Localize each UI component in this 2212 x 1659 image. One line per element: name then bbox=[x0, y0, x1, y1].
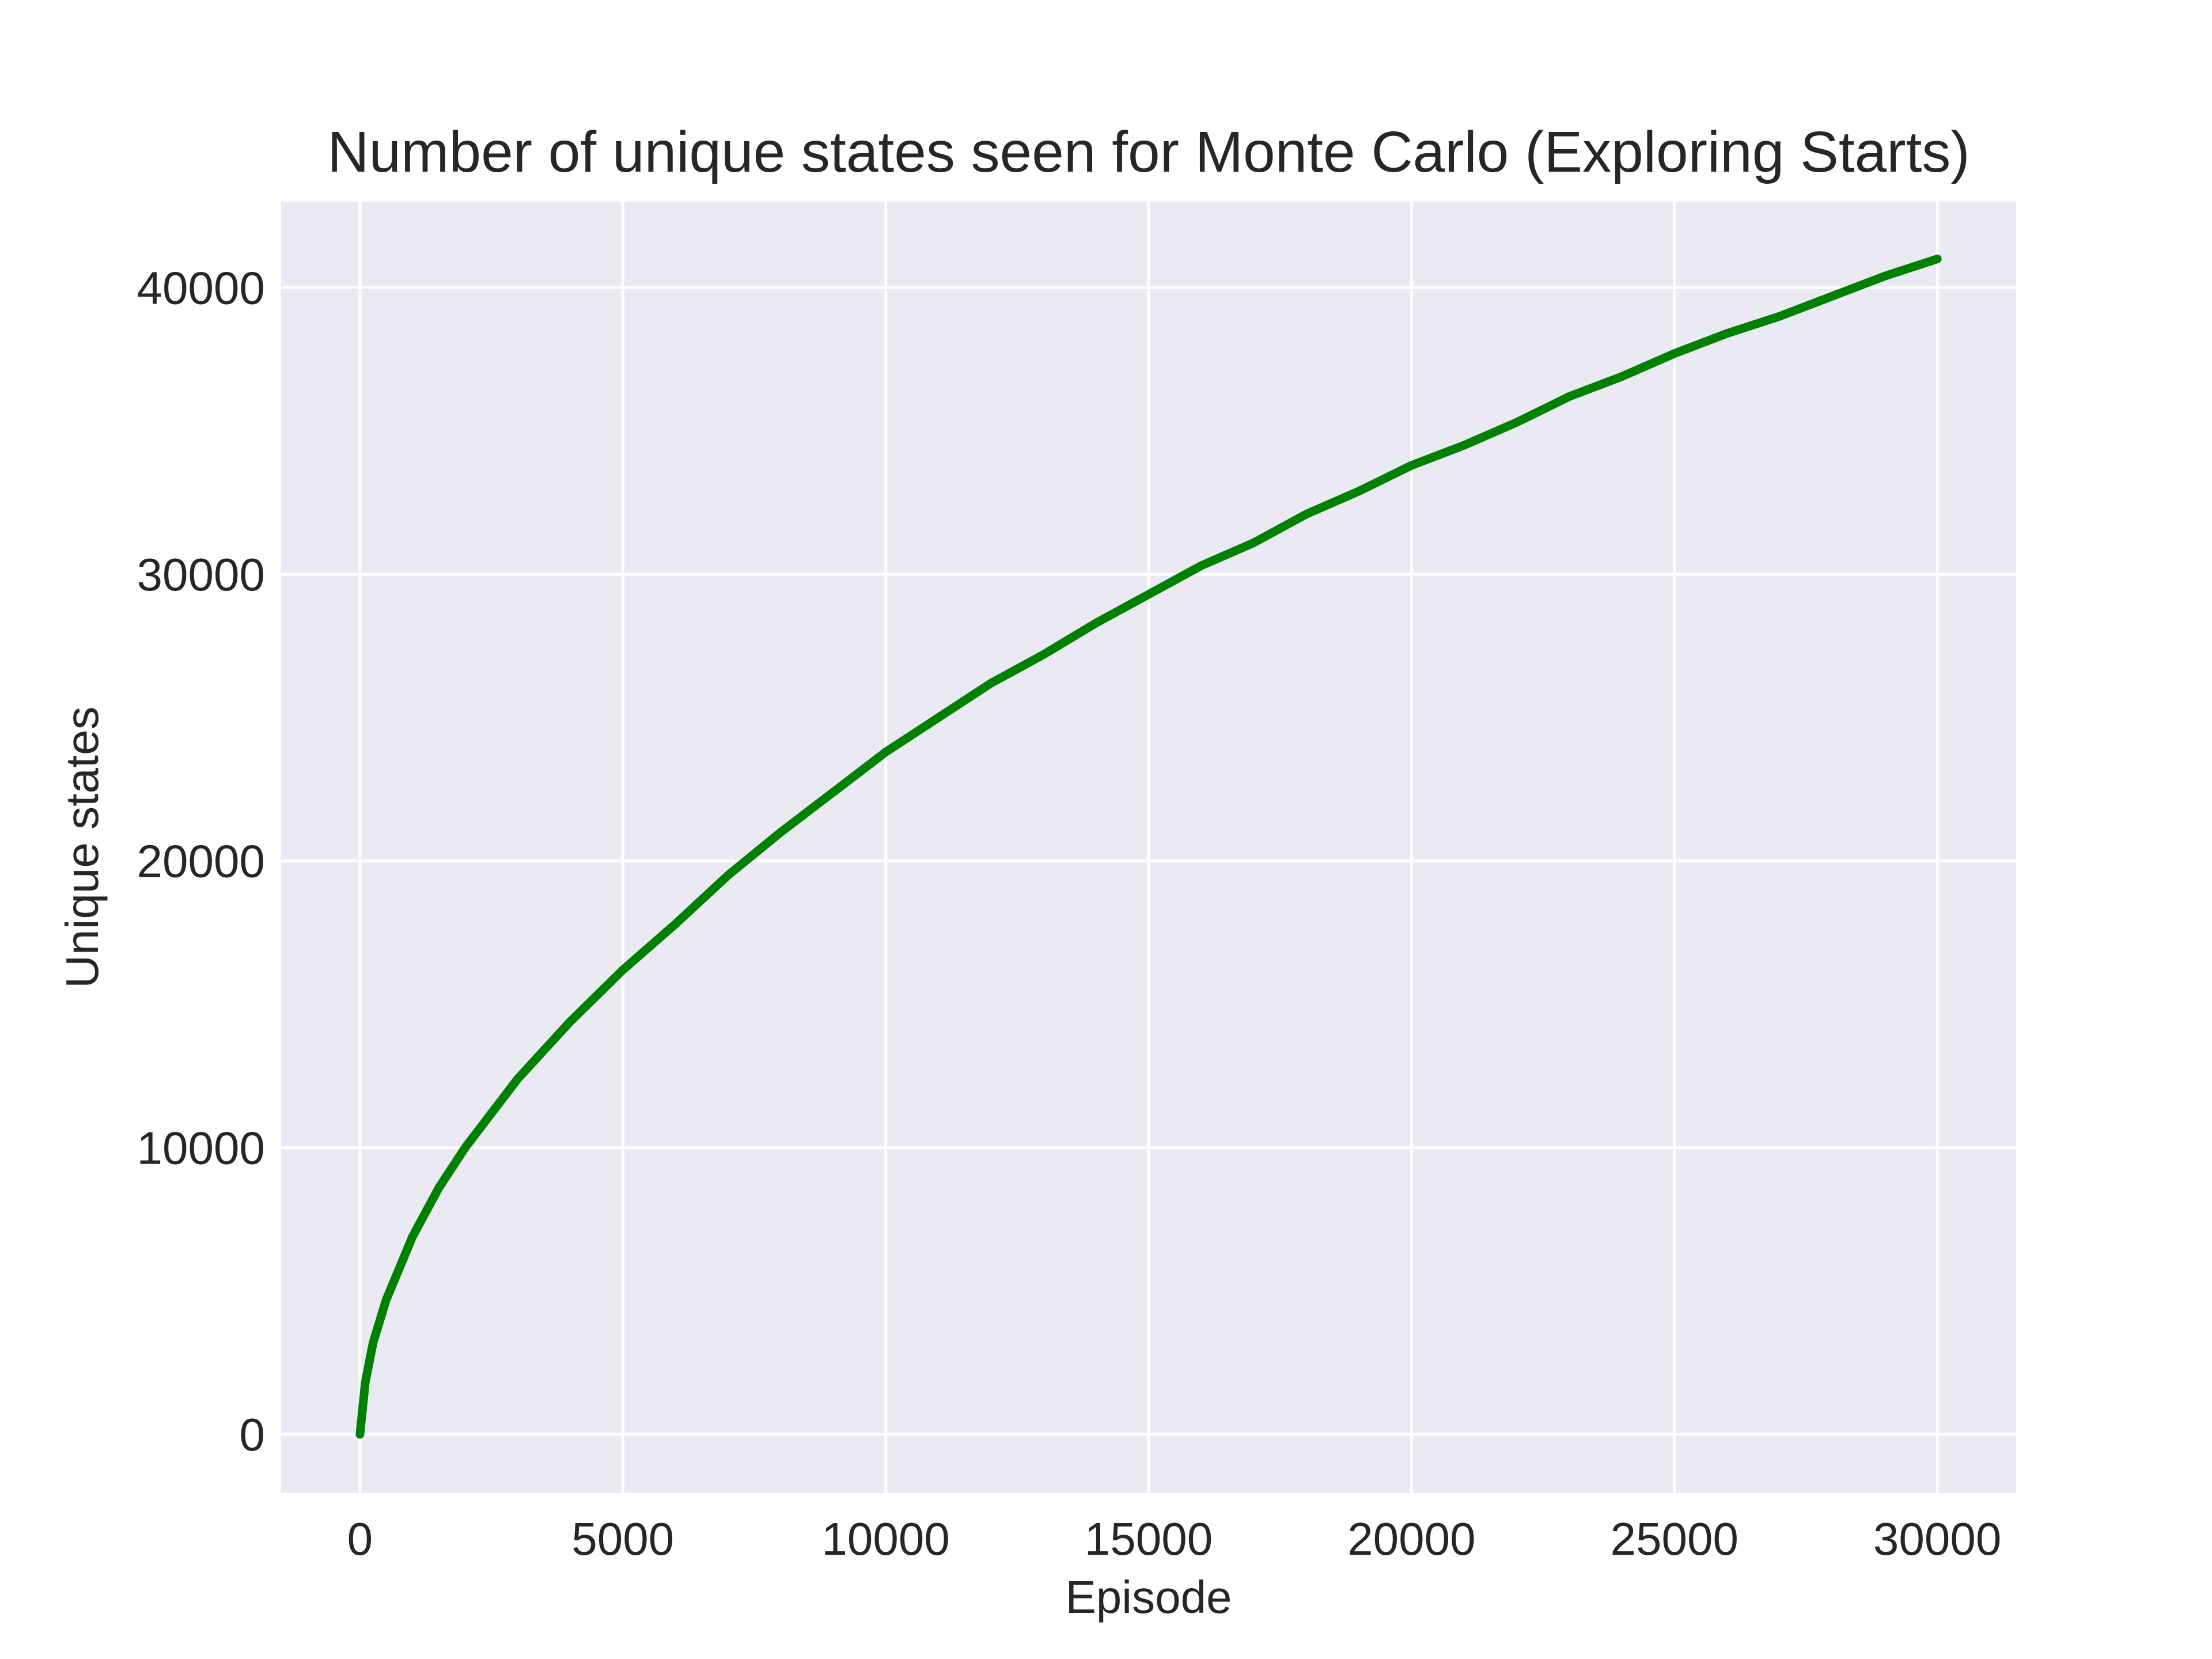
x-tick-label: 30000 bbox=[1873, 1513, 2001, 1565]
y-gridlines bbox=[281, 286, 2016, 1436]
x-tick-label: 10000 bbox=[821, 1513, 949, 1565]
y-tick-label: 40000 bbox=[137, 262, 265, 313]
x-gridlines bbox=[358, 202, 1939, 1493]
y-tick-label: 30000 bbox=[137, 549, 265, 600]
series-line-0 bbox=[355, 255, 1942, 1439]
series-layer bbox=[355, 255, 1942, 1439]
x-tick-label: 5000 bbox=[571, 1513, 674, 1565]
chart-title: Number of unique states seen for Monte C… bbox=[327, 120, 1969, 184]
y-tick-label: 10000 bbox=[137, 1122, 265, 1173]
x-tick-label: 20000 bbox=[1347, 1513, 1475, 1565]
y-tick-labels: 0 10000 20000 30000 40000 bbox=[137, 262, 265, 1460]
y-tick-label: 0 bbox=[240, 1409, 266, 1460]
x-tick-labels: 0 5000 10000 15000 20000 25000 30000 bbox=[347, 1513, 2002, 1565]
x-tick-label: 0 bbox=[347, 1513, 373, 1565]
y-tick-label: 20000 bbox=[137, 836, 265, 887]
x-tick-label: 25000 bbox=[1610, 1513, 1738, 1565]
x-tick-label: 15000 bbox=[1085, 1513, 1213, 1565]
y-axis-label: Unique states bbox=[56, 706, 108, 988]
x-axis-label: Episode bbox=[1065, 1571, 1232, 1623]
